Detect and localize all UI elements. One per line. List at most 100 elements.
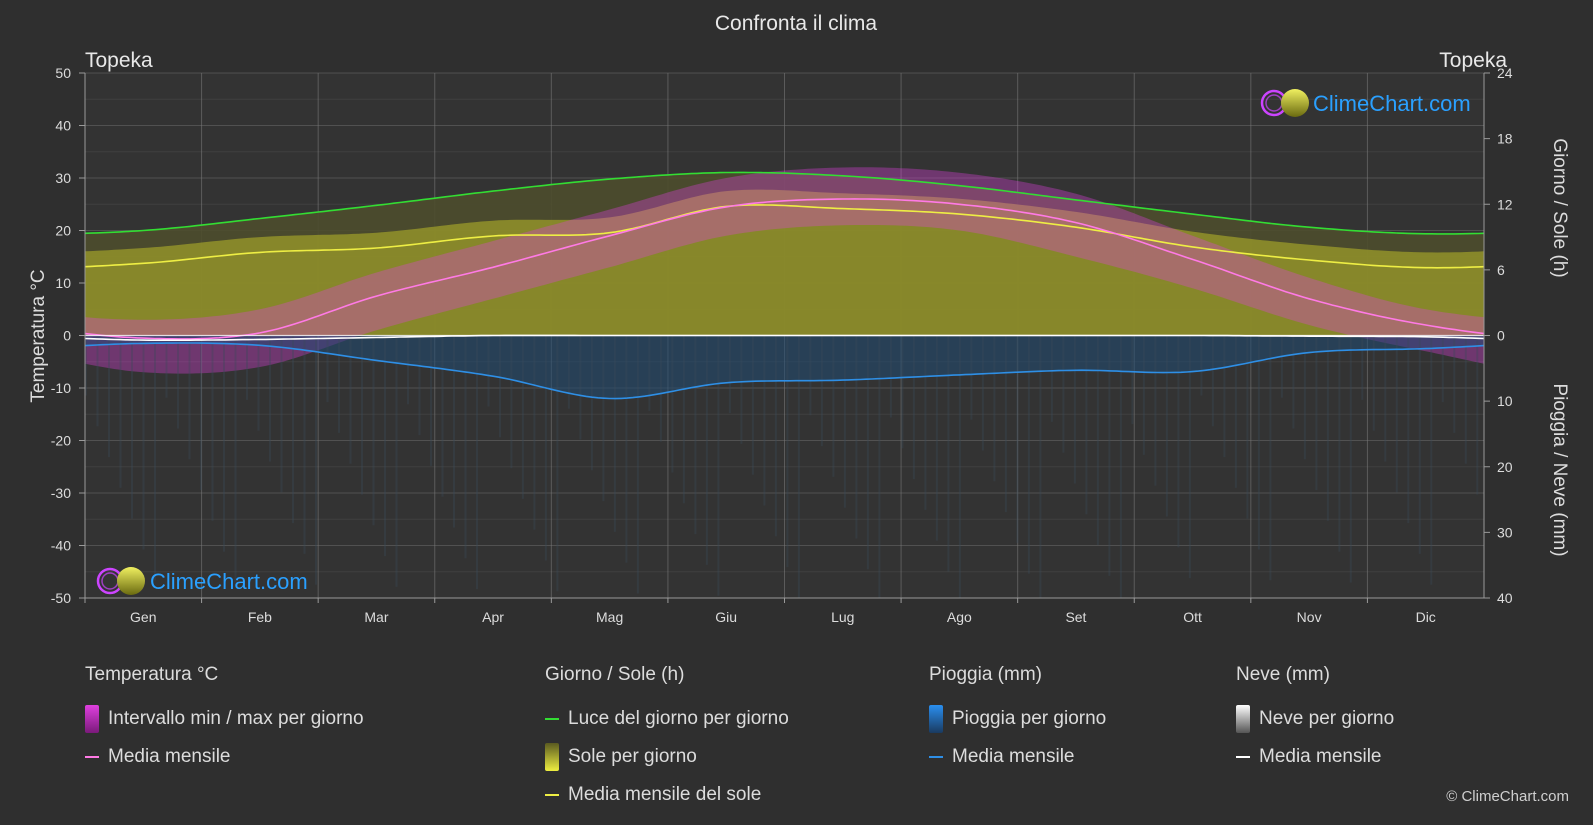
rain-day-bar <box>878 335 881 598</box>
legend-temperature: Temperatura °C Intervallo min / max per … <box>85 662 364 776</box>
copyright: © ClimeChart.com <box>1446 788 1569 805</box>
rain-day-bar <box>970 335 973 420</box>
legend-label: Luce del giorno per giorno <box>568 708 789 729</box>
tick-label-right-bottom: 30 <box>1497 524 1513 540</box>
rain-day-bar <box>1096 335 1099 546</box>
rain-day-bar <box>1464 335 1467 464</box>
rain-day-bar <box>430 335 432 466</box>
axis-right-bottom-label: Pioggia / Neve (mm) <box>1549 383 1570 556</box>
tick-label-left: -40 <box>51 538 71 554</box>
rain-day-bar <box>85 335 87 396</box>
rain-day-bar <box>889 335 892 418</box>
rain-day-bar <box>234 335 237 583</box>
rain-day-bar <box>533 335 536 530</box>
rain-day-bar <box>154 335 156 581</box>
rain-day-bar <box>1349 335 1352 583</box>
rain-day-bar <box>453 335 455 528</box>
svg-text:Giorno / Sole (h): Giorno / Sole (h) <box>1549 138 1570 277</box>
tick-label-left: -20 <box>51 433 71 449</box>
rain-day-bar <box>119 335 122 488</box>
temp-range-swatch <box>85 705 99 733</box>
rain-day-bar <box>1062 335 1065 453</box>
rain-mean-swatch <box>929 756 943 758</box>
tick-label-left: -30 <box>51 485 71 501</box>
legend-item: Media mensile del sole <box>545 776 789 814</box>
brand-logo-icon <box>1260 89 1309 117</box>
legend-daylight-sun: Giorno / Sole (h) Luce del giorno per gi… <box>545 662 789 814</box>
rain-day-bar <box>1292 335 1295 429</box>
rain-day-bar <box>1372 335 1375 431</box>
axis-right-top-label: Giorno / Sole (h) <box>1549 138 1570 277</box>
rain-day-bar <box>912 335 915 480</box>
rain-day-bar <box>728 335 731 414</box>
rain-day-bar <box>809 335 812 416</box>
brand-logo-top: ClimeChart.com <box>1260 89 1471 117</box>
rain-day-bar <box>901 335 904 449</box>
legend-item: Media mensile <box>929 738 1106 776</box>
brand-text-bottom: ClimeChart.com <box>150 569 308 594</box>
tick-label-left: -10 <box>51 380 71 396</box>
month-label: Apr <box>482 609 504 625</box>
rain-day-bar <box>636 335 639 594</box>
legend-label: Intervallo min / max per giorno <box>108 708 364 729</box>
rain-day-bar <box>763 335 766 506</box>
tick-label-left: -50 <box>51 590 71 606</box>
rain-day-bar <box>441 335 444 497</box>
rain-area <box>85 335 1484 399</box>
brand-text-top: ClimeChart.com <box>1313 91 1471 116</box>
rain-day-bar <box>1119 335 1122 598</box>
rain-day-bar <box>1073 335 1076 484</box>
rain-day-bar <box>1004 335 1007 513</box>
rain-day-bar <box>590 335 593 471</box>
rain-day-bar <box>993 335 996 482</box>
tick-label-left: 50 <box>55 65 71 81</box>
rain-day-bar <box>303 335 306 554</box>
rain-day-bar <box>924 335 927 510</box>
rain-day-bar <box>1234 335 1237 488</box>
tick-label-right-top: 24 <box>1497 65 1513 81</box>
rain-day-bar <box>1407 335 1410 524</box>
temp-mean-swatch <box>85 756 99 758</box>
rain-day-bar <box>1280 335 1283 398</box>
rain-day-bar <box>1154 335 1157 486</box>
tick-label-right-top: 0 <box>1497 328 1505 344</box>
brand-logo-bottom: ClimeChart.com <box>96 567 308 595</box>
rain-day-bar <box>188 335 191 460</box>
rain-day-bar <box>866 335 869 570</box>
rain-day-bar <box>947 335 950 572</box>
sun-mean-swatch <box>545 794 559 796</box>
tick-label-right-top: 6 <box>1497 262 1505 278</box>
rain-day-bar <box>476 335 478 590</box>
rain-day-bar <box>981 335 984 451</box>
rain-day-bar <box>1257 335 1260 550</box>
rain-day-bar <box>211 335 214 521</box>
legend-item: Intervallo min / max per giorno <box>85 700 364 738</box>
legend-label: Sole per giorno <box>568 746 697 767</box>
rain-day-bar <box>1384 335 1387 462</box>
snow-mean-swatch <box>1236 756 1250 758</box>
legend-rain: Pioggia (mm) Pioggia per giorno Media me… <box>929 662 1106 776</box>
rain-day-bar <box>200 335 202 491</box>
rain-day-bar <box>246 335 248 400</box>
rain-day-bar <box>544 335 547 561</box>
legend-label: Media mensile del sole <box>568 784 762 805</box>
rain-day-bar <box>1177 335 1180 548</box>
location-right: Topeka <box>1439 49 1507 72</box>
brand-logo-icon <box>96 567 145 595</box>
rain-day-bar <box>751 335 754 475</box>
tick-label-left: 30 <box>55 170 71 186</box>
month-label: Mag <box>596 609 623 625</box>
chart-title: Confronta il clima <box>715 12 878 35</box>
legend-item: Sole per giorno <box>545 738 789 776</box>
daylight-line <box>84 171 1485 235</box>
month-label: Gen <box>130 609 156 625</box>
rain-day-bar <box>1016 335 1019 543</box>
rain-day-bar <box>659 335 662 442</box>
tick-label-left: 40 <box>55 118 71 134</box>
legend-item: Neve per giorno <box>1236 700 1394 738</box>
rain-day-bar <box>567 335 570 409</box>
rain-day-bar <box>510 335 513 469</box>
legend-heading: Temperatura °C <box>85 664 219 685</box>
rain-day-bar <box>269 335 271 462</box>
